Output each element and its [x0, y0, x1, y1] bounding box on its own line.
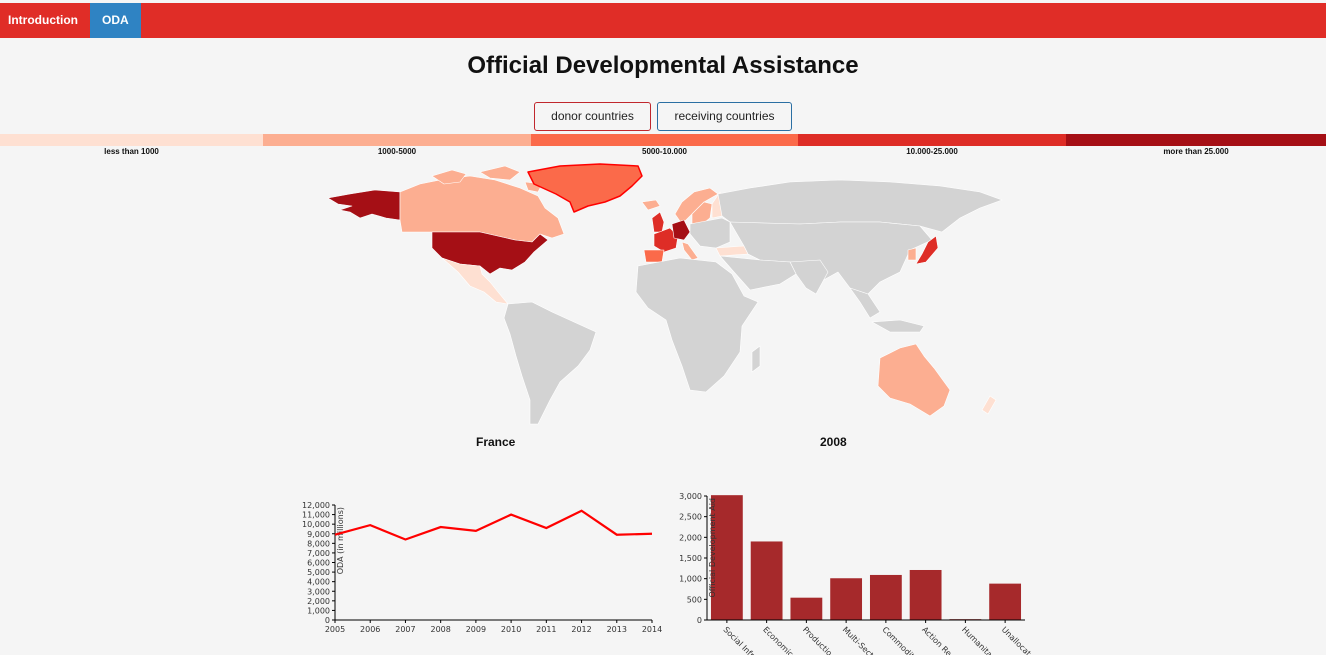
legend-label: 10.000-25.000 [906, 147, 958, 156]
bar[interactable] [869, 574, 902, 620]
bar[interactable] [710, 495, 743, 620]
legend-label: more than 25.000 [1163, 147, 1229, 156]
selected-country-label: France [476, 435, 516, 449]
oda-bar-chart: 0 500 1,000 1,500 2,000 2,500 3,000 Social Infr… [679, 492, 1038, 655]
bar[interactable] [989, 583, 1022, 620]
y-tick-label: 12,000 [302, 501, 330, 510]
y-tick-label: 0 [697, 616, 702, 625]
country-eastern-europe[interactable] [689, 217, 731, 249]
x-tick-label: 2009 [466, 625, 486, 634]
x-tick-label: 2008 [430, 625, 450, 634]
country-japan[interactable] [915, 235, 939, 265]
country-south-america[interactable] [503, 301, 597, 425]
country-new-zealand[interactable] [981, 395, 997, 415]
selected-year-label: 2008 [820, 435, 847, 449]
country-mexico[interactable] [441, 257, 509, 305]
country-alaska[interactable] [327, 189, 401, 221]
y-tick-label: 8,000 [307, 539, 330, 548]
bar[interactable] [830, 578, 863, 620]
x-tick-label: Humanita... [960, 625, 999, 655]
country-africa[interactable] [635, 257, 759, 393]
country-southeast-asia[interactable] [849, 287, 925, 333]
y-tick-label: 6,000 [307, 559, 330, 568]
line-axes: 01,0002,0003,0004,0005,0006,0007,0008,00… [302, 501, 662, 634]
country-turkey[interactable] [715, 245, 749, 257]
country-italy[interactable] [681, 241, 699, 261]
legend-item: 5000-10.000 [531, 134, 798, 158]
top-nav-bar: Introduction ODA [0, 3, 1326, 38]
donor-countries-button[interactable]: donor countries [534, 102, 651, 131]
y-tick-label: 5,000 [307, 568, 330, 577]
legend-label: 5000-10.000 [642, 147, 687, 156]
x-tick-label: 2005 [325, 625, 345, 634]
tab-oda[interactable]: ODA [89, 3, 141, 38]
x-tick-label: 2011 [536, 625, 556, 634]
world-map[interactable] [320, 162, 1010, 432]
country-greenland[interactable] [527, 163, 643, 213]
country-australia[interactable] [877, 343, 951, 417]
x-tick-label: 2007 [395, 625, 415, 634]
x-tick-label: Unallocat... [1000, 625, 1038, 655]
legend-item: 10.000-25.000 [798, 134, 1066, 158]
country-uk[interactable] [651, 211, 665, 233]
x-tick-label: Economic ... [761, 625, 802, 655]
legend-swatch [798, 134, 1066, 146]
bar[interactable] [790, 597, 823, 620]
legend-swatch [531, 134, 798, 146]
y-tick-label: 4,000 [307, 578, 330, 587]
legend-swatch [1066, 134, 1326, 146]
receiving-countries-button[interactable]: receiving countries [657, 102, 792, 131]
legend-swatch [0, 134, 263, 146]
y-tick-label: 9,000 [307, 530, 330, 539]
y-tick-label: 1,000 [679, 575, 702, 584]
country-france[interactable] [653, 227, 679, 253]
y-tick-label: 1,500 [679, 554, 702, 563]
legend-label: 1000-5000 [377, 147, 417, 156]
y-tick-label: 7,000 [307, 549, 330, 558]
country-india[interactable] [789, 259, 829, 295]
x-tick-label: 2012 [571, 625, 591, 634]
y-tick-label: 2,500 [679, 513, 702, 522]
y-tick-label: 1,000 [307, 606, 330, 615]
country-type-toggle: donor countries receiving countries [0, 102, 1326, 131]
country-iceland[interactable] [641, 199, 661, 211]
country-korea[interactable] [907, 247, 917, 261]
tab-introduction[interactable]: Introduction [8, 13, 78, 27]
y-tick-label: 3,000 [307, 587, 330, 596]
legend-swatch [263, 134, 531, 146]
x-tick-label: Productio... [801, 625, 839, 655]
x-tick-label: 2006 [360, 625, 380, 634]
legend-item: less than 1000 [0, 134, 263, 158]
x-tick-label: Multi-Secto... [841, 625, 884, 655]
x-tick-label: Action Re... [920, 625, 958, 655]
series-line [334, 509, 653, 541]
country-spain[interactable] [643, 249, 665, 263]
legend-item: more than 25.000 [1066, 134, 1326, 158]
x-tick-label: Commodit... [880, 625, 921, 655]
oda-line-chart: 01,0002,0003,0004,0005,0006,0007,0008,00… [302, 501, 662, 634]
country-germany[interactable] [671, 219, 691, 241]
x-tick-label: 2010 [501, 625, 521, 634]
bar[interactable] [909, 569, 942, 620]
y-tick-label: 3,000 [679, 492, 702, 501]
country-middle-east[interactable] [719, 255, 797, 291]
y-axis-label: Official Development Aid [708, 498, 717, 598]
y-tick-label: 0 [325, 616, 330, 625]
bar[interactable] [750, 541, 783, 620]
y-tick-label: 10,000 [302, 520, 330, 529]
y-tick-label: 500 [687, 595, 702, 604]
x-tick-label: 2013 [607, 625, 627, 634]
legend-label: less than 1000 [104, 147, 159, 156]
y-tick-label: 2,000 [307, 597, 330, 606]
y-axis-label: ODA (in millions) [336, 507, 345, 574]
y-tick-label: 11,000 [302, 511, 330, 520]
x-tick-label: Social Infr. [721, 625, 757, 655]
y-tick-label: 2,000 [679, 533, 702, 542]
country-madagascar[interactable] [751, 345, 761, 373]
color-legend: less than 1000 1000-5000 5000-10.000 10.… [0, 134, 1326, 158]
x-tick-label: 2014 [642, 625, 662, 634]
legend-item: 1000-5000 [263, 134, 531, 158]
page-title: Official Developmental Assistance [467, 52, 859, 79]
